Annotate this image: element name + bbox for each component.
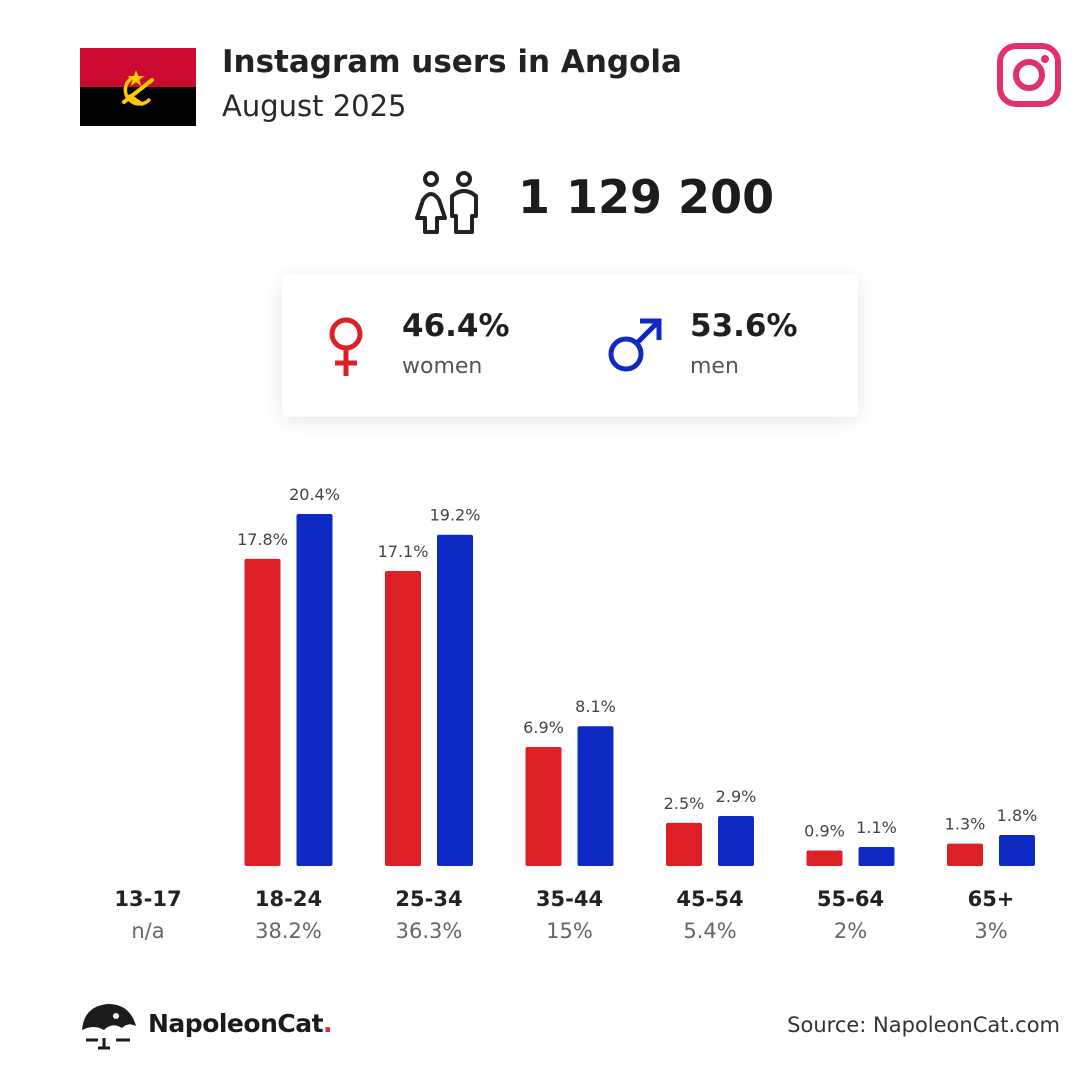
category-label-45-54: 45-54 xyxy=(676,887,743,911)
bar-women-65+ xyxy=(947,843,983,866)
brand-dot: . xyxy=(323,1009,333,1038)
bar-label-women-25-34: 17.1% xyxy=(378,542,429,561)
men-percentage: 53.6% xyxy=(690,308,798,344)
angola-flag-icon xyxy=(80,48,196,126)
brand-name-text: NapoleonCat xyxy=(148,1009,324,1038)
bar-label-women-45-54: 2.5% xyxy=(664,794,705,813)
men-label: men xyxy=(690,354,739,379)
female-symbol-icon xyxy=(329,317,363,376)
bar-label-men-35-44: 8.1% xyxy=(575,697,616,716)
bar-label-women-18-24: 17.8% xyxy=(237,530,288,549)
bar-women-45-54 xyxy=(666,822,702,866)
bar-men-45-54 xyxy=(718,815,754,866)
bar-label-women-35-44: 6.9% xyxy=(523,718,564,737)
bar-men-65+ xyxy=(999,834,1035,866)
bar-label-men-18-24: 20.4% xyxy=(289,485,340,504)
gender-split-card: 46.4% women 53.6% men xyxy=(282,274,858,417)
page-subtitle: August 2025 xyxy=(222,89,407,123)
bar-women-25-34 xyxy=(385,570,421,866)
bar-label-men-25-34: 19.2% xyxy=(430,506,481,525)
category-label-18-24: 18-24 xyxy=(255,887,322,911)
male-symbol-icon xyxy=(608,318,662,372)
brand-name: NapoleonCat. xyxy=(148,1009,333,1038)
category-total-25-34: 36.3% xyxy=(396,919,463,943)
bar-women-18-24 xyxy=(244,558,281,866)
category-total-45-54: 5.4% xyxy=(683,919,736,943)
bar-label-men-65+: 1.8% xyxy=(997,806,1038,825)
category-label-35-44: 35-44 xyxy=(536,887,603,911)
total-users-value: 1 129 200 xyxy=(518,170,775,224)
bar-men-25-34 xyxy=(437,534,473,866)
category-label-55-64: 55-64 xyxy=(817,887,884,911)
page-title: Instagram users in Angola xyxy=(222,44,682,80)
bar-men-35-44 xyxy=(577,726,614,866)
bar-men-55-64 xyxy=(858,847,895,866)
source-credit: Source: NapoleonCat.com xyxy=(787,1013,1060,1037)
instagram-icon xyxy=(997,43,1061,107)
category-label-25-34: 25-34 xyxy=(395,887,462,911)
bar-label-women-65+: 1.3% xyxy=(945,815,986,834)
category-total-18-24: 38.2% xyxy=(255,919,322,943)
bar-label-women-55-64: 0.9% xyxy=(804,821,845,840)
bar-women-55-64 xyxy=(806,850,843,866)
category-label-65+: 65+ xyxy=(968,887,1015,911)
bar-women-35-44 xyxy=(525,746,562,866)
category-total-13-17: n/a xyxy=(131,919,164,943)
bar-men-18-24 xyxy=(296,514,333,866)
category-label-13-17: 13-17 xyxy=(114,887,181,911)
women-label: women xyxy=(402,354,483,379)
category-total-65+: 3% xyxy=(974,919,1007,943)
people-icon xyxy=(415,171,478,234)
category-total-55-64: 2% xyxy=(834,919,867,943)
bar-label-men-55-64: 1.1% xyxy=(856,818,897,837)
women-percentage: 46.4% xyxy=(402,308,510,344)
category-total-35-44: 15% xyxy=(546,919,593,943)
bar-label-men-45-54: 2.9% xyxy=(716,787,757,806)
napoleoncat-logo-icon xyxy=(82,1004,136,1050)
